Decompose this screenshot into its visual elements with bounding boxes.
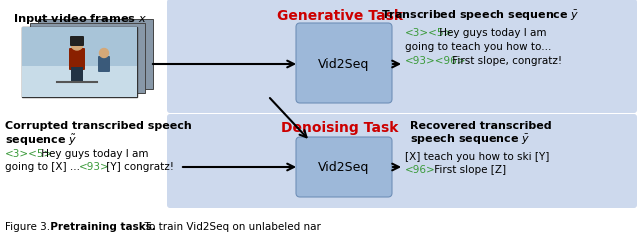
FancyBboxPatch shape: [70, 37, 84, 47]
Text: Figure 3.: Figure 3.: [5, 221, 50, 231]
FancyBboxPatch shape: [167, 114, 637, 208]
Text: <96>: <96>: [405, 164, 436, 174]
Text: <3><5>: <3><5>: [5, 148, 53, 158]
FancyBboxPatch shape: [22, 28, 137, 66]
Text: Corrupted transcribed speech: Corrupted transcribed speech: [5, 120, 192, 130]
Text: sequence $\tilde{y}$: sequence $\tilde{y}$: [5, 132, 77, 148]
Text: First slope [Z]: First slope [Z]: [431, 164, 506, 174]
Text: [X] teach you how to ski [Y]: [X] teach you how to ski [Y]: [405, 152, 549, 161]
Text: <3><5>: <3><5>: [405, 28, 453, 38]
Text: <93><96>: <93><96>: [405, 56, 467, 66]
FancyBboxPatch shape: [98, 57, 110, 73]
Text: Input video frames $x$: Input video frames $x$: [13, 12, 147, 26]
Circle shape: [99, 49, 109, 58]
Text: speech sequence $\bar{y}$: speech sequence $\bar{y}$: [410, 132, 531, 146]
FancyBboxPatch shape: [296, 24, 392, 103]
Text: Transcribed speech sequence $\bar{y}$: Transcribed speech sequence $\bar{y}$: [381, 9, 579, 23]
Text: To train Vid2Seq on unlabeled nar: To train Vid2Seq on unlabeled nar: [138, 221, 321, 231]
FancyBboxPatch shape: [30, 24, 145, 94]
Text: Hey guys today I am: Hey guys today I am: [38, 148, 148, 158]
Text: Denoising Task: Denoising Task: [282, 120, 399, 134]
FancyBboxPatch shape: [22, 66, 137, 98]
Circle shape: [71, 39, 83, 51]
FancyBboxPatch shape: [22, 28, 137, 98]
FancyBboxPatch shape: [167, 0, 637, 114]
Text: <93>: <93>: [79, 161, 109, 171]
FancyBboxPatch shape: [71, 68, 83, 82]
FancyBboxPatch shape: [69, 49, 85, 71]
Text: Generative Task: Generative Task: [277, 9, 403, 23]
FancyBboxPatch shape: [296, 138, 392, 197]
Text: Pretraining tasks.: Pretraining tasks.: [43, 221, 156, 231]
Text: going to [X] ...: going to [X] ...: [5, 161, 83, 171]
Text: Recovered transcribed: Recovered transcribed: [410, 120, 552, 130]
Text: [Y] congratz!: [Y] congratz!: [103, 161, 174, 171]
FancyBboxPatch shape: [38, 20, 153, 90]
Text: going to teach you how to...: going to teach you how to...: [405, 42, 552, 52]
Text: Vid2Seq: Vid2Seq: [318, 161, 370, 174]
Text: Hey guys today I am: Hey guys today I am: [436, 28, 547, 38]
Text: First slope, congratz!: First slope, congratz!: [449, 56, 562, 66]
Text: Vid2Seq: Vid2Seq: [318, 58, 370, 71]
